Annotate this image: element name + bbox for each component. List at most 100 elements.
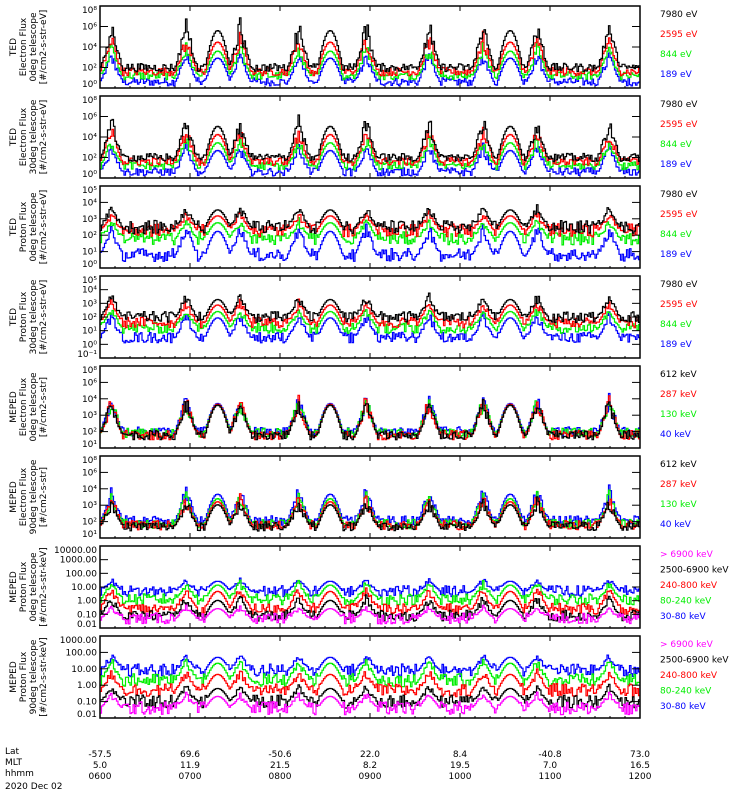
y-tick-label: 10.00 <box>71 665 97 675</box>
legend-entry: 287 keV <box>660 480 697 490</box>
y-axis-label-line: Electron Flux <box>19 17 29 76</box>
y-axis-label-line: TED <box>9 128 19 147</box>
panel-5: 10¹ 10² 10³ 10⁴ 10⁶ 10⁸ MEPED Electron Flux 0deg… <box>9 365 697 450</box>
y-tick-label: 0.01 <box>77 710 97 720</box>
y-tick-label: 10⁰ <box>82 260 97 270</box>
y-tick-label: 0.01 <box>77 620 97 630</box>
y-tick-label: 10⁰ <box>82 170 97 180</box>
series-group <box>100 392 640 441</box>
panel-8: 0.01 0.10 1.00 10.00 100.00 1000.00 MEPED Proto… <box>9 635 729 720</box>
y-tick-label: 10² <box>82 231 97 241</box>
y-tick-label: 10³ <box>82 501 97 511</box>
series-line-844-ev <box>100 309 640 334</box>
y-axis-label-line: [#/cm2-s-str-keV] <box>39 547 49 626</box>
series-group <box>100 17 640 87</box>
series-line-2595-ev <box>100 298 640 329</box>
x-axis-row-label-mlt: MLT <box>5 758 23 768</box>
y-tick-label: 10⁴ <box>82 286 97 296</box>
legend-entry: 287 keV <box>660 390 697 400</box>
legend-entry: 189 eV <box>660 250 693 260</box>
y-tick-label: 10² <box>82 154 97 164</box>
series-line--6900-kev <box>100 604 640 625</box>
series-line-240-800-kev <box>100 668 640 698</box>
y-axis-label-line: 0deg telescope <box>29 12 39 82</box>
legend-entry: 2500-6900 keV <box>660 566 729 576</box>
y-axis-label-line: MEPED <box>9 481 19 513</box>
legend-entry: 844 eV <box>660 230 693 240</box>
legend-entry: 844 eV <box>660 320 693 330</box>
y-tick-label: 10² <box>82 518 97 528</box>
series-line-7980-ev <box>100 17 640 73</box>
y-tick-label: 10⁸ <box>82 6 97 16</box>
y-axis-label-line: [#/cm2-s-str-eV] <box>39 280 49 355</box>
series-group <box>100 484 640 532</box>
x-tick-label-mlt: 11.9 <box>180 761 200 771</box>
y-tick-label: 10000.00 <box>54 546 97 556</box>
y-tick-label: 10⁰ <box>82 340 97 350</box>
y-tick-label: 10⁶ <box>82 468 97 478</box>
y-axis-label-line: [#/cm2-s-str-eV] <box>39 10 49 85</box>
y-axis-label-line: [#/cm2-s-str-eV] <box>39 100 49 175</box>
series-group <box>100 114 640 177</box>
legend-entry: 189 eV <box>660 160 693 170</box>
y-axis-label-line: Electron Flux <box>19 467 29 526</box>
y-tick-label: 10³ <box>82 215 97 225</box>
y-axis-label-line: [#/cm2-s-str-keV] <box>39 637 49 716</box>
legend-entry: 844 eV <box>660 140 693 150</box>
x-tick-label-lat: 69.6 <box>180 750 200 760</box>
legend-entry: 80-240 keV <box>660 687 712 697</box>
legend-entry: 130 keV <box>660 500 697 510</box>
series-line-612-kev <box>100 496 640 532</box>
series-line-7980-ev <box>100 114 640 163</box>
y-tick-label: 10³ <box>82 411 97 421</box>
y-tick-label: 10⁸ <box>82 96 97 106</box>
legend-entry: 7980 eV <box>660 280 698 290</box>
x-tick-label-lat: 22.0 <box>360 750 380 760</box>
x-tick-label-lat: -40.8 <box>538 750 562 760</box>
date-label: 2020 Dec 02 <box>5 782 63 792</box>
y-tick-label: 10⁶ <box>82 23 97 33</box>
y-axis-label-line: 0deg telescope <box>29 552 39 622</box>
y-axis-label-line: 30deg telescope <box>29 279 39 354</box>
legend-entry: 7980 eV <box>660 190 698 200</box>
y-tick-label: 1000.00 <box>60 636 97 646</box>
series-line-2500-6900-kev <box>100 683 640 709</box>
y-tick-label: 10⁶ <box>82 378 97 388</box>
y-tick-label: 10¹ <box>82 327 97 337</box>
legend-entry: 30-80 keV <box>660 702 706 712</box>
y-tick-label: 10⁴ <box>82 485 97 495</box>
x-tick-label-hhmm: 0800 <box>269 772 292 782</box>
y-axis-label-line: Proton Flux <box>19 651 29 702</box>
panel-1: 10⁰ 10² 10⁴ 10⁶ 10⁸ TED Electron Flux 0deg tele… <box>9 5 698 90</box>
series-line--6900-kev <box>100 691 640 716</box>
legend-entry: 189 eV <box>660 340 693 350</box>
legend-entry: 7980 eV <box>660 10 698 20</box>
y-tick-label: 10⁵ <box>82 186 97 196</box>
y-axis-label-line: MEPED <box>9 571 19 603</box>
y-axis-label-line: [#/cm2-s-str] <box>39 377 49 437</box>
y-axis-label-line: 30deg telescope <box>29 99 39 174</box>
legend-entry: 130 keV <box>660 410 697 420</box>
y-tick-label: 100.00 <box>66 648 98 658</box>
y-axis-label-line: TED <box>9 38 19 57</box>
legend-entry: 80-240 keV <box>660 597 712 607</box>
series-line-189-ev <box>100 223 640 262</box>
y-tick-label: 1.00 <box>77 597 97 607</box>
panel-6: 10¹ 10² 10³ 10⁴ 10⁶ 10⁸ MEPED Electron Flux 90de… <box>9 455 697 540</box>
x-tick-label-hhmm: 1200 <box>629 772 652 782</box>
series-group <box>100 204 640 262</box>
y-tick-label: 10² <box>82 428 97 438</box>
y-axis-label-line: MEPED <box>9 391 19 423</box>
legend-entry: 7980 eV <box>660 100 698 110</box>
y-axis-label-line: TED <box>9 308 19 327</box>
y-tick-label: 10⁵ <box>82 276 97 286</box>
y-tick-label: 10² <box>82 64 97 74</box>
y-tick-label: 10⁴ <box>82 133 97 143</box>
x-tick-label-mlt: 19.5 <box>450 761 470 771</box>
x-tick-label-lat: 8.4 <box>453 750 468 760</box>
x-tick-label-hhmm: 1100 <box>539 772 562 782</box>
panel-3: 10⁰ 10¹ 10² 10³ 10⁴ 10⁵ TED Proton Flux 0deg tel… <box>9 185 698 270</box>
y-axis-label-line: 90deg telescope <box>29 459 39 534</box>
